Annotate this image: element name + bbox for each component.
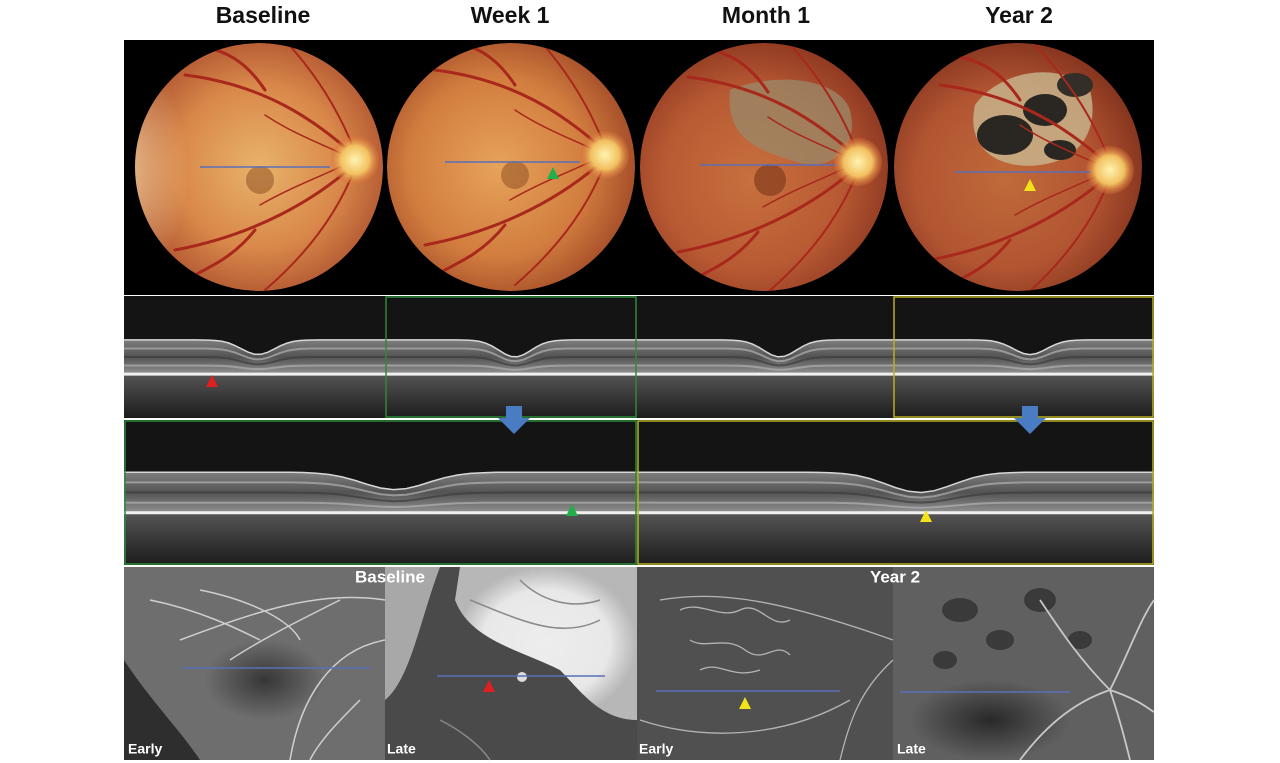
- column-header: Baseline: [216, 2, 311, 28]
- group-label: Baseline: [355, 567, 425, 586]
- angiography-row: [439, 579, 601, 761]
- oct-layer: [206, 375, 218, 387]
- oct-layer: [124, 471, 637, 491]
- oct-layer: [893, 339, 1154, 356]
- oct-layer: [124, 374, 385, 418]
- oct-layer: [124, 356, 385, 366]
- fundus-image: [1086, 146, 1134, 194]
- angiography-row: Baseline Year 2 Early Late Early Late: [124, 567, 1155, 761]
- fundus-image: [1057, 73, 1093, 97]
- fundus-image: [640, 43, 888, 291]
- oct-layer: [124, 347, 385, 361]
- fundus-image: [387, 43, 635, 291]
- fundus-image: [894, 43, 1142, 291]
- phase-label: Late: [387, 741, 416, 757]
- oct-layer: [637, 356, 893, 367]
- oct-layer: [123, 501, 637, 509]
- oct-layer: [385, 347, 637, 363]
- oct-layer: [637, 364, 893, 371]
- column-header: Month 1: [722, 2, 810, 28]
- group-label: Year 2: [870, 567, 920, 586]
- fundus-image: [1044, 140, 1076, 160]
- angiography-row: [639, 595, 894, 761]
- fundus-image: [501, 161, 529, 189]
- oct-layer: [385, 364, 637, 371]
- fundus-image: [547, 167, 559, 179]
- oct-layer: [637, 471, 1154, 494]
- oct-layer: [893, 356, 1154, 366]
- fundus-image: [1024, 179, 1036, 191]
- oct-layer: [920, 510, 932, 522]
- angiography-row: [149, 589, 386, 761]
- angiography-row: [455, 567, 637, 720]
- oct-layer: [893, 364, 1154, 371]
- angiography-row: [439, 579, 601, 761]
- angiography-row: [483, 680, 495, 692]
- oct-layer: [636, 481, 1154, 499]
- oct-layer: [637, 491, 1154, 504]
- angiography-row: [205, 640, 325, 720]
- angiography-row: [1019, 599, 1155, 761]
- angiography-row: [637, 567, 893, 760]
- oct-layer: [385, 356, 637, 367]
- angiography-row: [739, 697, 751, 709]
- phase-label: Early: [128, 741, 162, 757]
- oct-layer: [637, 501, 1154, 509]
- oct-scans: [123, 296, 1154, 565]
- fundus-image: [135, 50, 230, 290]
- arrow: [1014, 406, 1046, 434]
- angiography-row: [986, 630, 1014, 650]
- phase-label: Early: [639, 741, 673, 757]
- column-header: Year 2: [985, 2, 1053, 28]
- oct-layer: [637, 420, 1154, 565]
- angiography-row: [1019, 599, 1155, 761]
- oct-layer: [566, 504, 578, 516]
- oct-layer: [124, 491, 637, 503]
- fundus-image: [331, 136, 379, 184]
- oct-layer: [637, 339, 893, 358]
- oct-layer: [124, 364, 385, 371]
- fundus-image: [1023, 94, 1067, 126]
- arrow: [498, 406, 530, 434]
- oct-layer: [124, 339, 385, 356]
- oct-layer: [385, 339, 637, 358]
- oct-layer: [637, 374, 893, 418]
- angiography-row: [910, 680, 1070, 760]
- fundus-image: [135, 43, 383, 291]
- fundus-image: [581, 131, 629, 179]
- fundus-image: [977, 115, 1033, 155]
- fundus-image: [246, 166, 274, 194]
- angiography-row: [1068, 631, 1092, 649]
- angiography-row: [942, 598, 978, 622]
- column-header: Week 1: [471, 2, 550, 28]
- angiography-row: [639, 595, 894, 761]
- oct-layer: [637, 512, 1154, 565]
- oct-layer: [124, 420, 637, 565]
- oct-layer: [637, 347, 893, 363]
- phase-label: Late: [897, 741, 926, 757]
- angiography-row: [124, 660, 200, 760]
- oct-layer: [893, 347, 1154, 361]
- angiography-row: [517, 672, 527, 682]
- angiography-row: [933, 651, 957, 669]
- angiography-row: [385, 567, 440, 700]
- oct-layer: [124, 512, 637, 565]
- oct-layer: [123, 481, 637, 497]
- fundus-row: [124, 40, 1154, 295]
- fundus-image: [834, 138, 882, 186]
- fundus-image: [729, 79, 852, 165]
- fundus-image: [754, 164, 786, 196]
- angiography-row: [149, 589, 386, 761]
